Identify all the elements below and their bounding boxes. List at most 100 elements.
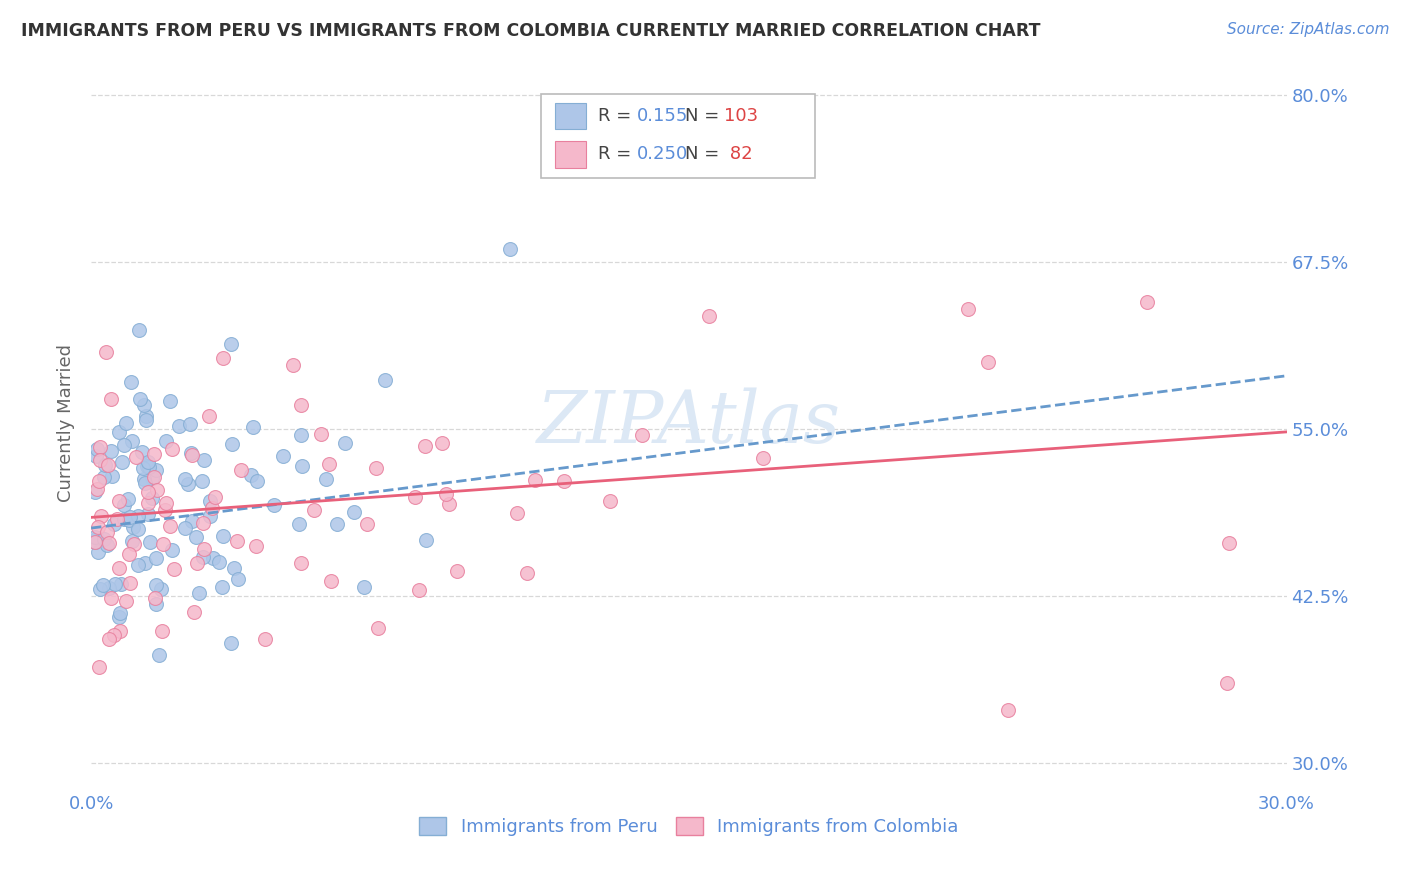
- Point: [84, 449, 107, 463]
- Point: [121, 434, 143, 448]
- Point: [309, 426, 332, 441]
- Point: [127, 522, 149, 536]
- Point: [198, 409, 221, 423]
- Point: [204, 490, 226, 504]
- Point: [93, 470, 115, 484]
- Point: [434, 487, 457, 501]
- Point: [184, 530, 207, 544]
- Point: [374, 373, 396, 387]
- Point: [290, 428, 312, 442]
- Point: [366, 461, 388, 475]
- Point: [408, 582, 430, 597]
- Point: [145, 463, 167, 477]
- Point: [271, 450, 294, 464]
- Point: [105, 511, 128, 525]
- Point: [100, 591, 122, 605]
- Point: [155, 496, 177, 510]
- Point: [193, 516, 215, 531]
- Point: [191, 550, 214, 565]
- Point: [96, 344, 118, 359]
- Text: 103: 103: [724, 107, 758, 125]
- Point: [318, 457, 340, 471]
- Point: [84, 485, 107, 500]
- Point: [977, 355, 1000, 369]
- Point: [143, 470, 166, 484]
- Point: [90, 509, 112, 524]
- Point: [174, 521, 197, 535]
- Point: [87, 474, 110, 488]
- Point: [263, 498, 285, 512]
- Point: [152, 537, 174, 551]
- Point: [98, 632, 121, 647]
- Point: [145, 483, 167, 497]
- Point: [139, 534, 162, 549]
- Point: [169, 419, 191, 434]
- Point: [118, 547, 141, 561]
- Point: [239, 467, 262, 482]
- Point: [219, 636, 242, 650]
- Point: [93, 532, 115, 546]
- Point: [212, 529, 235, 543]
- Point: [245, 474, 267, 488]
- Point: [86, 482, 108, 496]
- Text: 0.155: 0.155: [637, 107, 689, 125]
- Point: [143, 591, 166, 606]
- Point: [145, 577, 167, 591]
- Point: [128, 392, 150, 406]
- Point: [221, 436, 243, 450]
- Point: [127, 558, 149, 572]
- Point: [553, 475, 575, 489]
- Point: [159, 393, 181, 408]
- Point: [198, 508, 221, 523]
- Point: [159, 519, 181, 533]
- Point: [89, 582, 111, 597]
- Point: [96, 538, 118, 552]
- Point: [193, 452, 215, 467]
- Point: [160, 442, 183, 457]
- Point: [118, 509, 141, 524]
- Point: [356, 516, 378, 531]
- Point: [143, 446, 166, 460]
- Point: [107, 425, 129, 439]
- Text: ZIPAtlas: ZIPAtlas: [537, 387, 841, 458]
- Point: [198, 494, 221, 508]
- Point: [353, 580, 375, 594]
- Point: [103, 516, 125, 531]
- Point: [118, 513, 141, 527]
- Point: [304, 502, 326, 516]
- Point: [101, 469, 124, 483]
- Point: [118, 576, 141, 591]
- Point: [181, 448, 204, 462]
- Legend: Immigrants from Peru, Immigrants from Colombia: Immigrants from Peru, Immigrants from Co…: [419, 817, 959, 836]
- Point: [100, 392, 122, 406]
- Point: [132, 472, 155, 486]
- Point: [131, 445, 153, 459]
- Point: [291, 459, 314, 474]
- Point: [115, 594, 138, 608]
- Point: [128, 322, 150, 336]
- Point: [134, 475, 156, 490]
- Point: [132, 398, 155, 412]
- Point: [610, 121, 633, 136]
- Point: [160, 542, 183, 557]
- Point: [1216, 676, 1239, 690]
- Point: [136, 484, 159, 499]
- Point: [150, 624, 173, 638]
- Point: [219, 337, 242, 351]
- Point: [103, 628, 125, 642]
- Point: [498, 242, 520, 256]
- Point: [290, 556, 312, 570]
- Point: [180, 446, 202, 460]
- Point: [125, 450, 148, 464]
- Point: [138, 459, 160, 474]
- Point: [136, 507, 159, 521]
- Point: [191, 474, 214, 488]
- Point: [108, 609, 131, 624]
- Point: [186, 557, 208, 571]
- Point: [141, 471, 163, 485]
- Point: [136, 454, 159, 468]
- Point: [335, 436, 357, 450]
- Point: [117, 491, 139, 506]
- Point: [174, 472, 197, 486]
- Point: [163, 562, 186, 576]
